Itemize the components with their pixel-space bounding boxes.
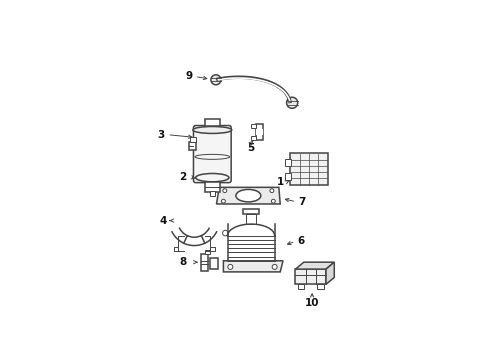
- Circle shape: [271, 199, 275, 203]
- Circle shape: [228, 264, 233, 269]
- FancyBboxPatch shape: [201, 254, 208, 270]
- Circle shape: [222, 230, 228, 236]
- FancyBboxPatch shape: [295, 269, 326, 284]
- Text: 9: 9: [186, 72, 193, 81]
- Text: 7: 7: [299, 197, 306, 207]
- Circle shape: [211, 75, 221, 85]
- FancyBboxPatch shape: [256, 123, 263, 140]
- Text: 4: 4: [160, 216, 167, 226]
- FancyBboxPatch shape: [210, 191, 215, 196]
- FancyBboxPatch shape: [205, 182, 220, 192]
- Circle shape: [223, 189, 227, 193]
- FancyBboxPatch shape: [298, 284, 304, 288]
- Circle shape: [270, 189, 274, 193]
- FancyBboxPatch shape: [291, 153, 328, 185]
- Polygon shape: [295, 262, 334, 269]
- Polygon shape: [217, 187, 280, 204]
- FancyBboxPatch shape: [285, 159, 292, 166]
- Text: 5: 5: [247, 143, 254, 153]
- FancyBboxPatch shape: [204, 120, 220, 126]
- Polygon shape: [223, 261, 283, 272]
- Text: 2: 2: [179, 172, 186, 182]
- FancyBboxPatch shape: [243, 210, 259, 214]
- FancyBboxPatch shape: [251, 136, 256, 140]
- Polygon shape: [326, 262, 334, 284]
- Text: 1: 1: [277, 177, 284, 187]
- Text: 10: 10: [305, 298, 319, 308]
- FancyBboxPatch shape: [317, 284, 324, 288]
- FancyBboxPatch shape: [194, 126, 231, 183]
- FancyBboxPatch shape: [190, 136, 196, 141]
- Text: 3: 3: [157, 130, 165, 140]
- Text: 6: 6: [297, 237, 305, 246]
- FancyBboxPatch shape: [205, 250, 210, 254]
- FancyBboxPatch shape: [210, 258, 218, 269]
- FancyBboxPatch shape: [256, 129, 263, 135]
- Text: 8: 8: [180, 257, 187, 267]
- FancyBboxPatch shape: [251, 123, 256, 128]
- FancyBboxPatch shape: [285, 173, 292, 180]
- Circle shape: [287, 97, 298, 108]
- Ellipse shape: [236, 189, 261, 202]
- Ellipse shape: [193, 126, 232, 134]
- FancyBboxPatch shape: [246, 214, 256, 224]
- Circle shape: [221, 199, 225, 203]
- FancyBboxPatch shape: [189, 141, 196, 150]
- Circle shape: [272, 264, 277, 269]
